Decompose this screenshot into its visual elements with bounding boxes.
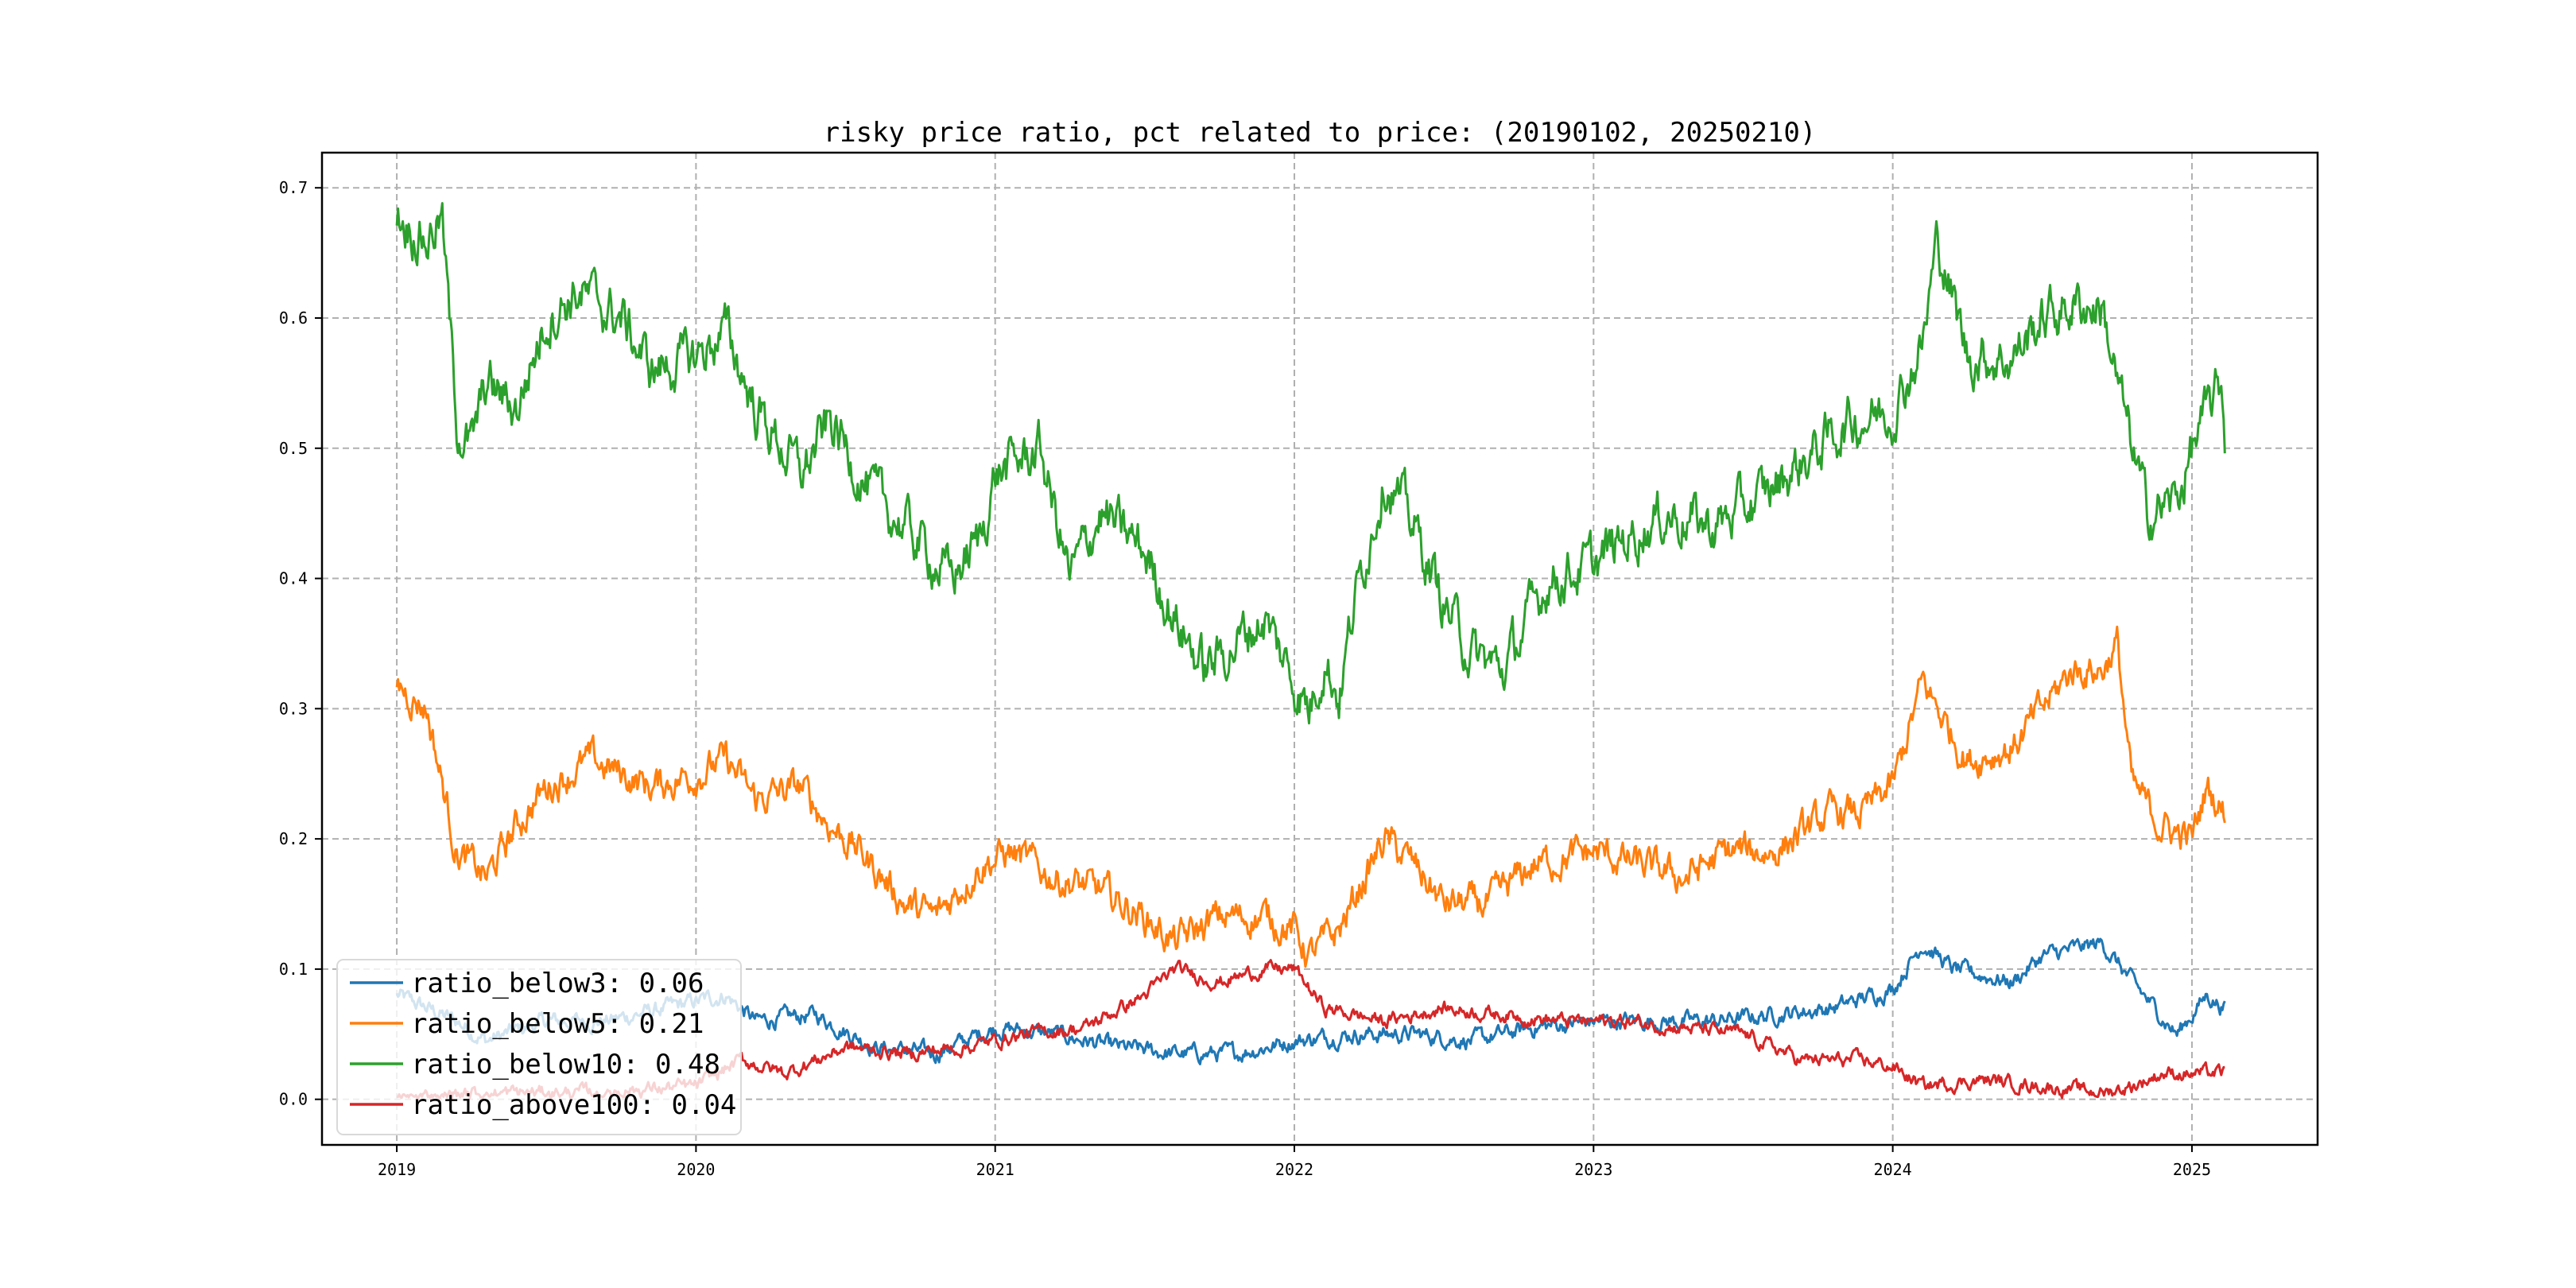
y-tick-label: 0.3 xyxy=(279,699,308,718)
x-tick-label: 2020 xyxy=(677,1160,715,1179)
y-tick-label: 0.6 xyxy=(279,308,308,328)
y-tick-label: 0.4 xyxy=(279,569,308,588)
y-tick-label: 0.5 xyxy=(279,439,308,458)
legend-label-ratio_below10: ratio_below10: 0.48 xyxy=(411,1049,720,1080)
legend-box xyxy=(336,959,742,1135)
x-tick-label: 2022 xyxy=(1275,1160,1313,1179)
x-tick-label: 2021 xyxy=(976,1160,1014,1179)
y-tick-label: 0.2 xyxy=(279,829,308,848)
series-line-ratio_below5 xyxy=(395,625,2226,968)
axis-ticks: 2019 2020 2021 2022 2023 2024 2025 0.0 0.1 0.2 0.3… xyxy=(279,178,2211,1179)
y-tick-label: 0.0 xyxy=(279,1090,308,1109)
x-tick-label: 2019 xyxy=(378,1160,416,1179)
x-tick-label: 2024 xyxy=(1874,1160,1912,1179)
plot-frame xyxy=(320,151,2319,1146)
legend-label-ratio_below3: ratio_below3: 0.06 xyxy=(411,968,704,999)
series-line-ratio_below10 xyxy=(395,202,2226,725)
legend-label-ratio_below5: ratio_below5: 0.21 xyxy=(411,1008,704,1040)
chart-title: risky price ratio, pct related to price:… xyxy=(824,117,1817,149)
grid xyxy=(322,153,2318,1145)
x-tick-label: 2023 xyxy=(1574,1160,1612,1179)
legend: ratio_below3: 0.06 ratio_below5: 0.21 rati… xyxy=(336,959,742,1135)
y-tick-label: 0.7 xyxy=(279,178,308,197)
y-tick-label: 0.1 xyxy=(279,960,308,979)
x-tick-label: 2025 xyxy=(2173,1160,2211,1179)
legend-label-ratio_above100: ratio_above100: 0.04 xyxy=(411,1089,736,1121)
